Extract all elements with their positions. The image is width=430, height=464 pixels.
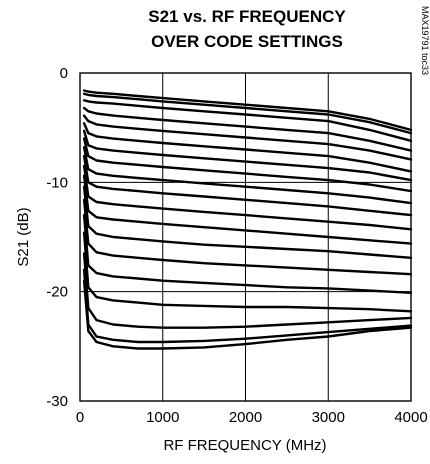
series-line-16 xyxy=(82,252,413,329)
series-line-5 xyxy=(82,122,413,173)
x-tick-label-2: 2000 xyxy=(229,409,262,426)
series-line-4 xyxy=(82,114,413,161)
series-line-7 xyxy=(82,137,413,193)
series-line-15 xyxy=(82,231,413,313)
chart-title-line-2: OVER CODE SETTINGS xyxy=(151,32,343,51)
series-line-0 xyxy=(82,89,413,132)
y-tick-label-0: 0 xyxy=(60,65,68,82)
series-line-11 xyxy=(82,174,413,245)
series-line-3 xyxy=(82,106,413,152)
y-axis-label: S21 (dB) xyxy=(15,207,32,266)
series-layer xyxy=(82,89,413,350)
series-line-6 xyxy=(82,129,413,182)
chart-title-line-1: S21 vs. RF FREQUENCY xyxy=(148,7,346,26)
series-line-2 xyxy=(82,99,413,143)
series-line-14 xyxy=(82,213,413,294)
grid xyxy=(80,73,411,401)
tick-labels: 0 1000 2000 3000 4000 0 -10 -20 -30 xyxy=(46,65,427,426)
series-line-8 xyxy=(82,146,413,205)
series-line-10 xyxy=(82,164,413,231)
series-line-12 xyxy=(82,185,413,259)
x-tick-label-3: 3000 xyxy=(312,409,345,426)
x-axis-label: RF FREQUENCY (MHz) xyxy=(163,437,326,454)
y-tick-label-2: -20 xyxy=(46,284,68,301)
y-tick-label-1: -10 xyxy=(46,174,68,191)
plot-frame xyxy=(79,72,412,402)
x-tick-label-4: 4000 xyxy=(394,409,427,426)
series-line-9 xyxy=(82,154,413,217)
x-tick-label-0: 0 xyxy=(76,409,84,426)
series-line-13 xyxy=(82,198,413,276)
y-tick-label-3: -30 xyxy=(46,393,68,410)
chart-id-label: MAX19791 toc33 xyxy=(420,6,430,75)
series-line-17 xyxy=(82,268,413,344)
series-line-1 xyxy=(82,92,413,135)
series-line-18 xyxy=(82,279,413,350)
x-tick-label-1: 1000 xyxy=(146,409,179,426)
